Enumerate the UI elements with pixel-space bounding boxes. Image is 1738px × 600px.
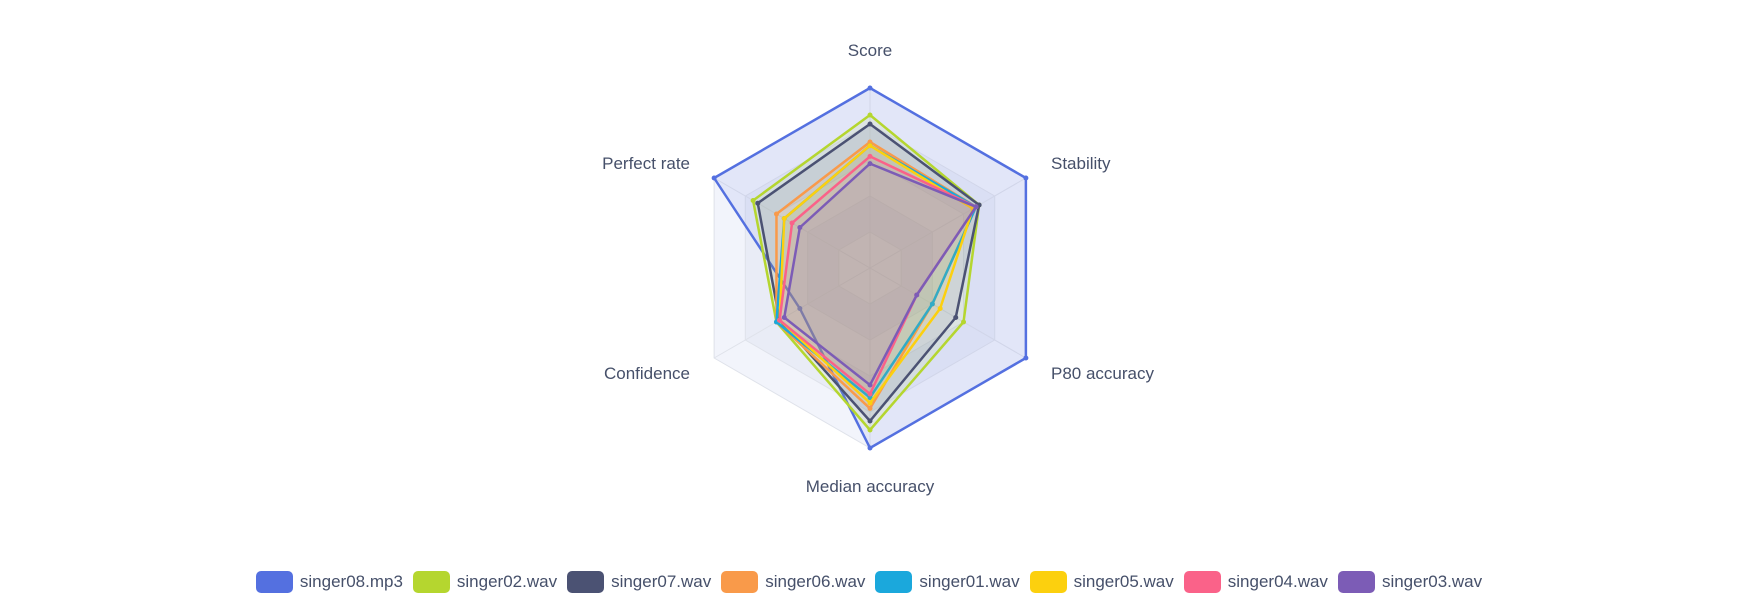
- data-point: [1023, 175, 1029, 181]
- indicator-label-p80-accuracy: P80 accuracy: [1051, 364, 1154, 383]
- legend-label: singer05.wav: [1073, 572, 1174, 591]
- data-point: [867, 405, 873, 411]
- data-point: [961, 319, 967, 325]
- data-point: [789, 220, 795, 226]
- data-point: [867, 445, 873, 451]
- data-point: [867, 112, 873, 118]
- chart-legend: singer08.mp3 singer02.wav singer07.wav s…: [0, 568, 1738, 596]
- legend-swatch: [1337, 571, 1375, 593]
- legend-swatch: [1029, 571, 1067, 593]
- legend-swatch: [567, 571, 605, 593]
- legend-item-singer04[interactable]: singer04.wav: [1183, 571, 1328, 593]
- data-point: [867, 395, 873, 401]
- data-point: [953, 315, 959, 320]
- legend-item-singer03[interactable]: singer03.wav: [1337, 571, 1483, 593]
- data-point: [773, 211, 779, 217]
- data-point: [797, 225, 803, 230]
- data-point: [797, 306, 803, 311]
- radar-series: [711, 85, 1029, 451]
- legend-label: singer02.wav: [456, 572, 558, 591]
- data-point: [711, 175, 717, 181]
- legend-item-singer08[interactable]: singer08.mp3: [255, 571, 403, 593]
- indicator-label-perfect-rate: Perfect rate: [602, 154, 690, 173]
- series-singer05[interactable]: [777, 143, 976, 406]
- data-point: [867, 400, 873, 406]
- data-point: [867, 161, 873, 167]
- indicator-label-stability: Stability: [1051, 154, 1111, 173]
- legend-swatch: [875, 571, 913, 593]
- indicator-label-confidence: Confidence: [604, 364, 690, 383]
- legend-item-singer05[interactable]: singer05.wav: [1029, 571, 1174, 593]
- data-point: [867, 382, 873, 388]
- legend-label: singer03.wav: [1381, 572, 1483, 591]
- legend-item-singer02[interactable]: singer02.wav: [412, 571, 558, 593]
- grid-spoke: [713, 267, 871, 359]
- series-singer03[interactable]: [781, 161, 979, 388]
- data-point: [914, 292, 920, 298]
- legend-swatch: [412, 571, 450, 593]
- grid-spoke: [869, 177, 1027, 269]
- data-point: [781, 315, 787, 320]
- legend-swatch: [721, 571, 759, 593]
- data-point: [755, 200, 761, 206]
- axis-labels: Score Stability P80 accuracy Median accu…: [602, 41, 1154, 496]
- legend-swatch: [255, 571, 293, 593]
- data-point: [867, 153, 873, 159]
- data-point: [750, 198, 756, 203]
- legend-item-singer07[interactable]: singer07.wav: [567, 571, 711, 593]
- legend-label: singer01.wav: [919, 572, 1020, 591]
- data-point: [1023, 355, 1029, 361]
- legend-swatch: [1183, 571, 1221, 593]
- indicator-label-median-accuracy: Median accuracy: [806, 477, 935, 496]
- data-point: [781, 216, 787, 221]
- data-point: [867, 143, 873, 149]
- legend-label: singer04.wav: [1227, 572, 1328, 591]
- data-point: [867, 418, 873, 424]
- legend-item-singer01[interactable]: singer01.wav: [875, 571, 1020, 593]
- legend-label: singer06.wav: [765, 572, 866, 591]
- data-point: [777, 317, 783, 323]
- indicator-label-score: Score: [848, 41, 892, 60]
- legend-label: singer08.mp3: [299, 572, 403, 591]
- data-point: [867, 427, 873, 433]
- legend-item-singer06[interactable]: singer06.wav: [721, 571, 865, 593]
- legend-label: singer07.wav: [611, 572, 712, 591]
- data-point: [867, 391, 873, 397]
- data-point: [867, 85, 873, 91]
- data-point: [867, 121, 873, 127]
- grid-spoke: [869, 267, 1027, 359]
- data-point: [973, 204, 979, 210]
- data-point: [929, 301, 935, 307]
- data-point: [937, 306, 943, 311]
- data-point: [867, 139, 873, 145]
